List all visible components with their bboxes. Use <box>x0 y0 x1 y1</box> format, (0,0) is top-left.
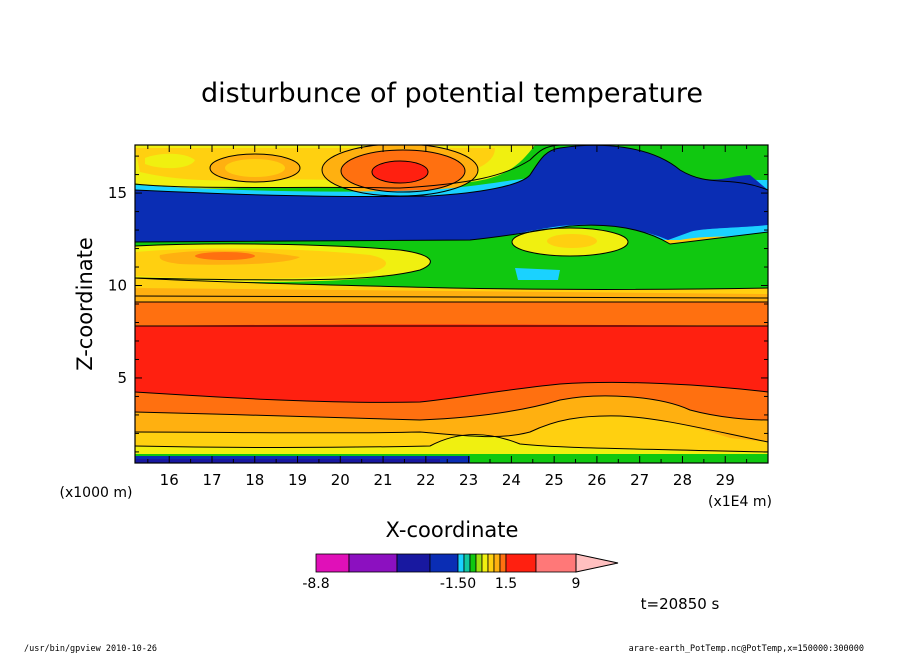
contour-band <box>135 145 768 242</box>
contour-band <box>547 234 597 248</box>
contour-band <box>225 159 285 177</box>
x-tick-label: 17 <box>202 471 221 489</box>
colorbar-segment <box>469 553 477 573</box>
contour-line <box>371 160 429 184</box>
x-tick-label: 25 <box>545 471 564 489</box>
contour-band <box>135 324 768 403</box>
x-tick-label: 28 <box>673 471 692 489</box>
y-tick-label: 5 <box>117 369 127 387</box>
contour-line <box>321 145 479 197</box>
colorbar-segment <box>463 553 471 573</box>
contour-line <box>135 277 768 290</box>
contour-line <box>135 224 768 245</box>
contour-band <box>135 302 768 326</box>
colorbar-segment <box>348 553 398 573</box>
footer-right: arare-earth_PotTemp.nc@PotTemp,x=150000:… <box>629 644 864 654</box>
footer-left: /usr/bin/gpview 2010-10-26 <box>24 644 157 654</box>
colorbar-segment <box>575 553 619 573</box>
colorbar-segment <box>396 553 431 573</box>
x-tick-label: 18 <box>245 471 264 489</box>
colorbar-tick-label: 9 <box>572 576 581 592</box>
x-tick-label: 26 <box>587 471 606 489</box>
y-tick-label: 15 <box>108 184 127 202</box>
contour-line <box>135 381 768 403</box>
x-tick-label: 27 <box>630 471 649 489</box>
colorbar-segment <box>487 553 495 573</box>
y-axis: 5 10 15 <box>108 155 768 453</box>
y-tick-label: 10 <box>108 277 127 295</box>
colorbar-tick-labels: -8.8 -1.50 1.5 9 <box>302 576 580 592</box>
colorbar-segment <box>493 553 501 573</box>
contour-band <box>372 161 428 183</box>
x-tick-label: 24 <box>502 471 521 489</box>
contour-band <box>135 459 440 463</box>
contour-line <box>135 395 768 421</box>
contour-line <box>135 145 561 189</box>
contour-band <box>515 268 560 280</box>
colorbar-tick-label: -8.8 <box>302 576 329 592</box>
colorbar-segment <box>481 553 489 573</box>
x-axis-label: X-coordinate <box>386 518 519 542</box>
contour-line <box>135 434 768 453</box>
contour-band <box>145 153 195 169</box>
colorbar <box>315 553 619 573</box>
x-unit-right-label: (x1E4 m) <box>708 494 772 510</box>
contour-line <box>135 243 431 281</box>
time-label: t=20850 s <box>641 595 720 613</box>
contour-band <box>195 252 255 260</box>
colorbar-segment <box>475 553 483 573</box>
contour-line <box>135 415 768 443</box>
x-tick-label: 16 <box>160 471 179 489</box>
x-tick-label: 19 <box>288 471 307 489</box>
x-tick-label: 23 <box>459 471 478 489</box>
x-unit-left-label: (x1000 m) <box>60 485 133 501</box>
contour-line <box>340 149 466 193</box>
contour-line <box>209 153 301 183</box>
colorbar-segment <box>505 553 537 573</box>
y-axis-label: Z-coordinate <box>73 237 97 371</box>
colorbar-segment <box>429 553 459 573</box>
x-tick-label: 21 <box>374 471 393 489</box>
contour-plot-area <box>135 145 768 463</box>
x-tick-label: 29 <box>716 471 735 489</box>
contour-line <box>511 227 629 257</box>
x-tick-label: 22 <box>416 471 435 489</box>
contour-line <box>135 145 768 198</box>
x-tick-label: 20 <box>331 471 350 489</box>
chart-title: disturbunce of potential temperature <box>201 78 703 109</box>
x-axis: 16 17 18 19 20 21 22 23 24 25 26 27 28 29 <box>147 145 748 489</box>
colorbar-segment <box>315 553 350 573</box>
colorbar-tick-label: -1.50 <box>440 576 476 592</box>
colorbar-segment <box>457 553 465 573</box>
colorbar-segment <box>499 553 507 573</box>
colorbar-tick-label: 1.5 <box>495 576 517 592</box>
colorbar-segment <box>535 553 577 573</box>
